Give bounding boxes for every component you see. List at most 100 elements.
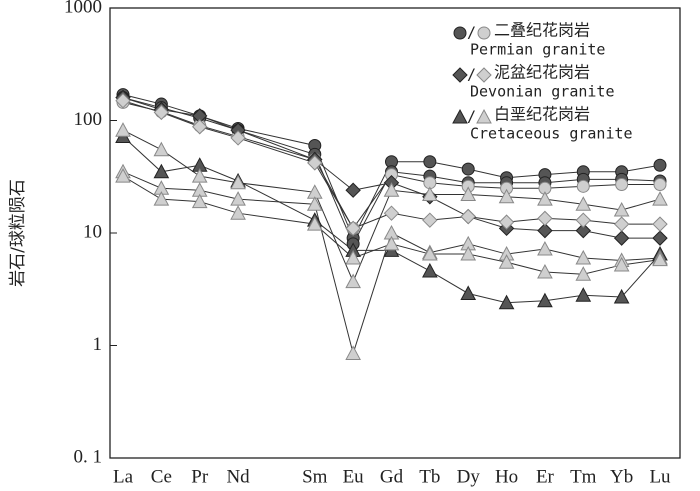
x-tick-label: Gd [380, 466, 404, 487]
data-point [422, 262, 438, 278]
legend-label-en: Permian granite [470, 41, 605, 59]
data-point [537, 191, 553, 206]
data-point [653, 177, 667, 191]
data-point [613, 256, 630, 272]
legend-separator: / [467, 66, 476, 84]
data-point [537, 263, 553, 279]
y-tick-label: 1000 [64, 0, 102, 17]
data-point [613, 288, 630, 304]
data-point [498, 294, 515, 310]
x-tick-label: Dy [457, 466, 481, 487]
data-point [230, 130, 246, 146]
data-point [306, 216, 323, 231]
legend-separator: / [467, 24, 476, 42]
x-tick-label: Yb [610, 466, 633, 487]
data-point [652, 216, 668, 232]
data-point [575, 266, 592, 281]
data-point [460, 245, 477, 261]
data-point [307, 155, 323, 171]
data-point [422, 186, 438, 201]
x-tick-label: Ho [495, 466, 518, 487]
legend-marker [476, 67, 492, 83]
data-point [575, 287, 592, 302]
data-point [537, 222, 553, 239]
data-point [460, 208, 476, 225]
data-point [537, 240, 553, 256]
sample-line [122, 171, 661, 356]
data-point [422, 245, 438, 261]
data-point [345, 182, 361, 198]
data-point [153, 191, 170, 206]
data-point [498, 214, 515, 230]
data-point [115, 168, 131, 183]
data-point [460, 285, 477, 300]
sample-line [122, 175, 661, 275]
data-point [575, 196, 592, 211]
data-point [613, 216, 630, 232]
legend-label-en: Devonian granite [470, 83, 615, 101]
data-point [498, 254, 515, 269]
data-point [461, 162, 475, 176]
legend-marker [452, 108, 468, 124]
data-point [460, 186, 477, 201]
data-point [230, 174, 246, 190]
data-point [575, 249, 592, 265]
x-tick-label: Tb [419, 466, 440, 487]
x-tick-label: Tm [570, 466, 597, 487]
data-point [115, 122, 131, 137]
data-point [153, 104, 170, 121]
data-point [498, 188, 515, 204]
legend-marker [453, 26, 467, 40]
data-point [613, 230, 630, 246]
y-tick-label: 1 [93, 334, 103, 355]
data-point [575, 212, 591, 228]
y-tick-label: 0. 1 [74, 446, 103, 467]
data-point [345, 345, 361, 360]
y-tick-label: 100 [74, 109, 103, 130]
data-point [576, 179, 590, 193]
data-point [191, 193, 208, 209]
data-point [383, 205, 400, 221]
data-point [383, 182, 400, 197]
legend-separator: / [467, 108, 476, 126]
y-axis-label: 岩石/球粒陨石 [8, 179, 28, 287]
data-point [153, 163, 170, 179]
data-point [230, 205, 246, 220]
data-point [230, 191, 246, 206]
data-point [345, 249, 361, 265]
data-point [192, 119, 208, 135]
legend-marker [476, 108, 492, 124]
data-point [652, 191, 668, 206]
x-tick-label: Eu [343, 466, 365, 487]
data-point [575, 222, 591, 239]
legend-marker [477, 26, 491, 40]
data-point [652, 230, 668, 246]
y-tick-label: 10 [83, 221, 102, 242]
data-point [613, 201, 630, 217]
data-point [345, 273, 361, 289]
legend-label: 白垩纪花岗岩 [494, 105, 590, 124]
x-tick-label: Ce [151, 466, 172, 487]
data-point [537, 292, 553, 308]
legend-label-en: Cretaceous granite [470, 125, 633, 143]
x-tick-label: Nd [226, 466, 250, 487]
x-tick-label: Pr [191, 466, 209, 487]
x-tick-label: Er [536, 466, 555, 487]
data-point [537, 210, 553, 227]
x-tick-label: La [113, 466, 134, 487]
data-point [615, 177, 629, 191]
sample-line [122, 136, 661, 304]
data-point [652, 251, 668, 267]
data-point [191, 168, 208, 183]
legend-label: 二叠纪花岗岩 [494, 21, 590, 40]
data-point [345, 220, 361, 237]
data-point [153, 141, 170, 157]
data-point [383, 235, 400, 251]
data-point [422, 212, 438, 228]
x-tick-label: Sm [302, 466, 328, 487]
legend-label: 泥盆纪花岗岩 [494, 63, 590, 82]
sample-line [122, 129, 661, 283]
data-point [423, 155, 437, 169]
legend-marker [452, 67, 468, 83]
